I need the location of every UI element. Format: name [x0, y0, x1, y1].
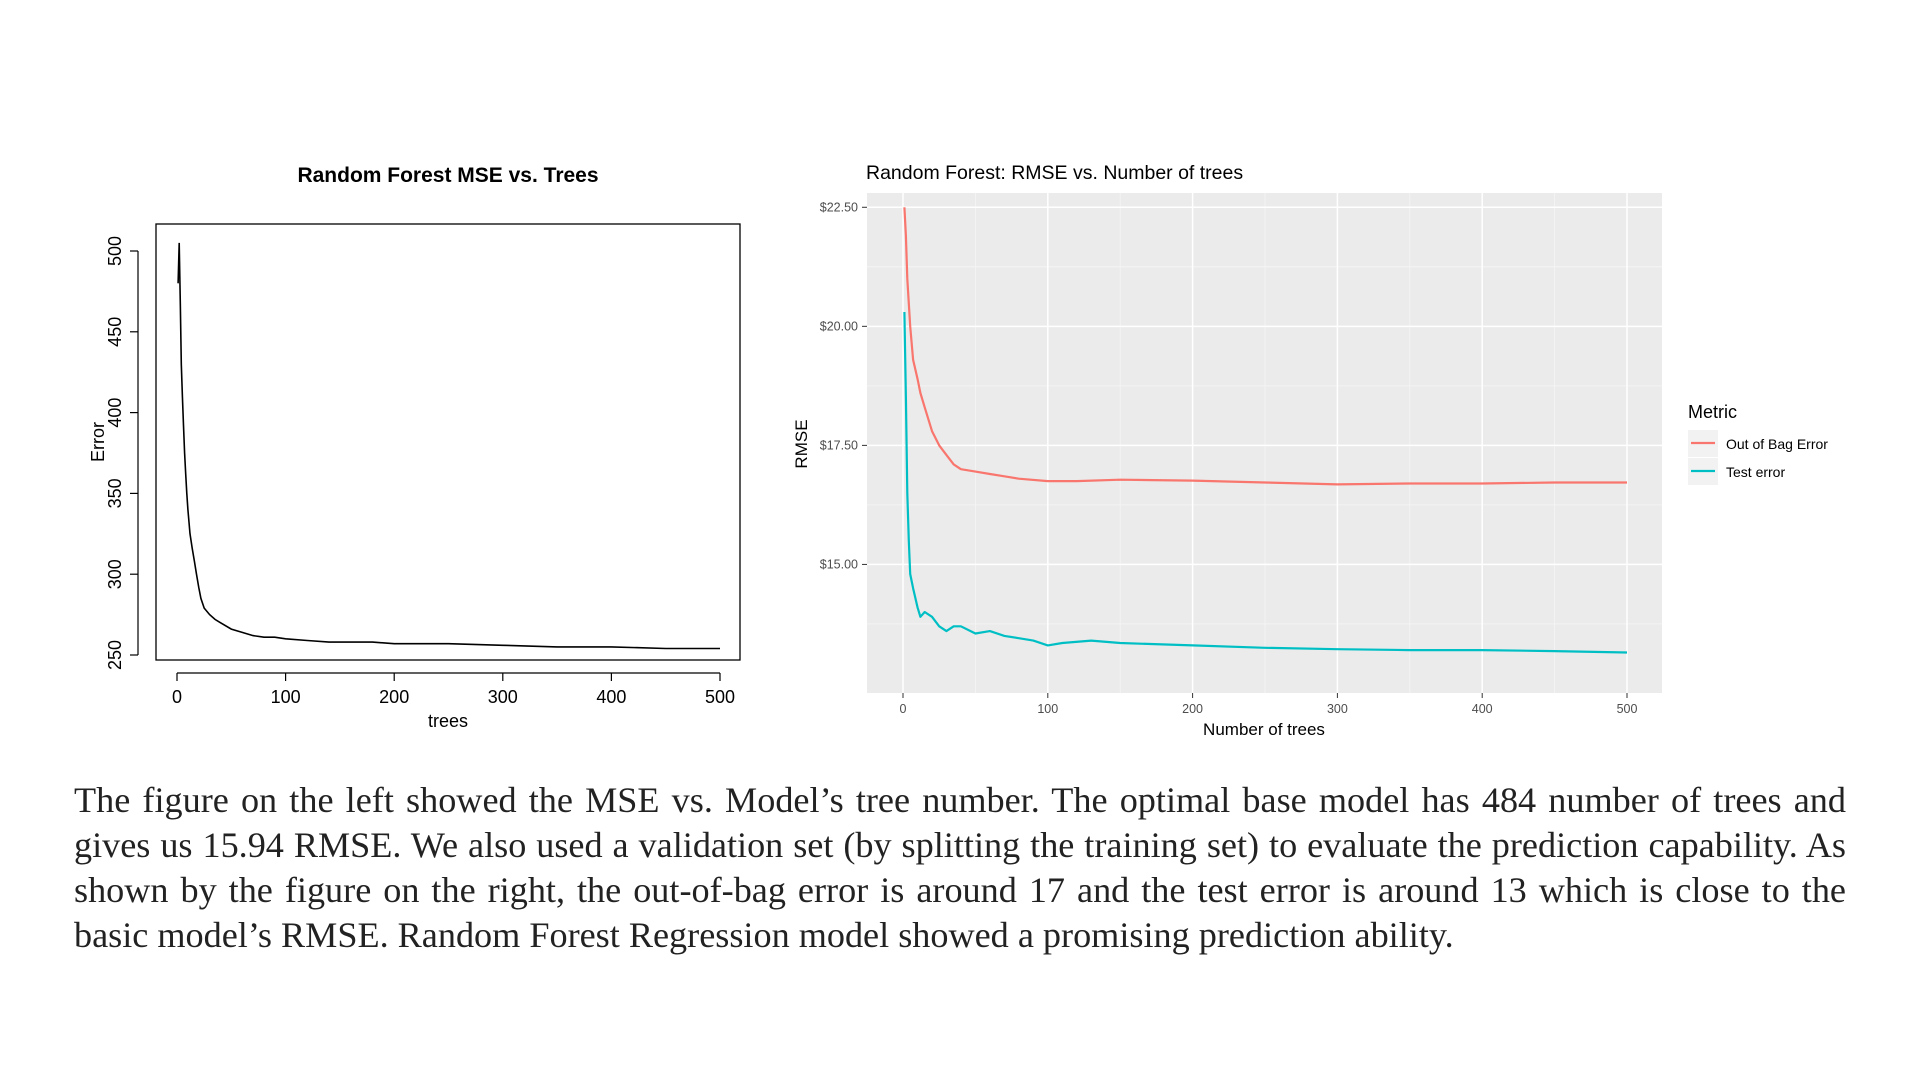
- mse-x-tick-label: 300: [488, 687, 518, 707]
- figures-container: Random Forest MSE vs. Trees 0 100 200 300 40…: [88, 162, 1828, 739]
- rmse-x-tick-label: 400: [1472, 702, 1493, 716]
- mse-x-tick-label: 200: [379, 687, 409, 707]
- mse-x-label: trees: [428, 711, 468, 731]
- mse-x-axis: 0 100 200 300 400 500: [172, 672, 735, 707]
- rmse-series-line-test: [903, 311, 1628, 654]
- mse-y-tick-label: 300: [105, 559, 125, 589]
- mse-x-tick-label: 400: [596, 687, 626, 707]
- mse-plot-frame: [155, 223, 741, 661]
- rmse-y-label: RMSE: [792, 419, 811, 468]
- mse-y-tick-label: 350: [105, 478, 125, 508]
- mse-y-tick-label: 500: [105, 236, 125, 266]
- rmse-y-axis: $15.00 $17.50 $20.00 $22.50: [820, 200, 867, 571]
- figures-svg: Random Forest MSE vs. Trees 0 100 200 300 40…: [88, 162, 1828, 739]
- rmse-series: [903, 207, 1628, 654]
- rmse-y-tick-label: $20.00: [820, 319, 858, 333]
- mse-chart-title: Random Forest MSE vs. Trees: [297, 164, 598, 187]
- rmse-grid: [867, 193, 1662, 693]
- mse-y-tick-label: 400: [105, 398, 125, 428]
- rmse-x-label: Number of trees: [1203, 720, 1325, 739]
- rmse-chart-title: Random Forest: RMSE vs. Number of trees: [866, 162, 1243, 184]
- mse-chart: Random Forest MSE vs. Trees 0 100 200 300 40…: [88, 164, 741, 731]
- rmse-x-tick-label: 200: [1182, 702, 1203, 716]
- legend-label-test: Test error: [1726, 464, 1785, 480]
- rmse-series-line-oob: [903, 207, 1627, 486]
- rmse-y-tick-label: $17.50: [820, 438, 858, 452]
- mse-line: [177, 242, 720, 650]
- caption-paragraph: The figure on the left showed the MSE vs…: [74, 780, 1846, 955]
- rmse-x-axis: 0 100 200 300 400 500: [900, 693, 1638, 716]
- rmse-x-tick-label: 0: [900, 702, 907, 716]
- mse-y-tick-label: 450: [105, 317, 125, 347]
- rmse-y-tick-label: $22.50: [820, 200, 858, 214]
- mse-y-label: Error: [88, 422, 108, 462]
- rmse-x-tick-label: 300: [1327, 702, 1348, 716]
- mse-x-tick-label: 0: [172, 687, 182, 707]
- mse-y-tick-label: 250: [105, 640, 125, 670]
- legend-title: Metric: [1688, 402, 1737, 422]
- rmse-chart: Random Forest: RMSE vs. Number of trees …: [792, 162, 1828, 739]
- rmse-y-tick-label: $15.00: [820, 557, 858, 571]
- rmse-legend: Metric Out of Bag Error Test error: [1688, 402, 1828, 485]
- rmse-plot-panel: [867, 193, 1662, 693]
- mse-x-tick-label: 100: [271, 687, 301, 707]
- rmse-x-tick-label: 100: [1037, 702, 1058, 716]
- legend-label-oob: Out of Bag Error: [1726, 436, 1828, 452]
- mse-y-axis: 250 300 350 400 450 500: [105, 236, 139, 670]
- rmse-x-tick-label: 500: [1617, 702, 1638, 716]
- mse-x-tick-label: 500: [705, 687, 735, 707]
